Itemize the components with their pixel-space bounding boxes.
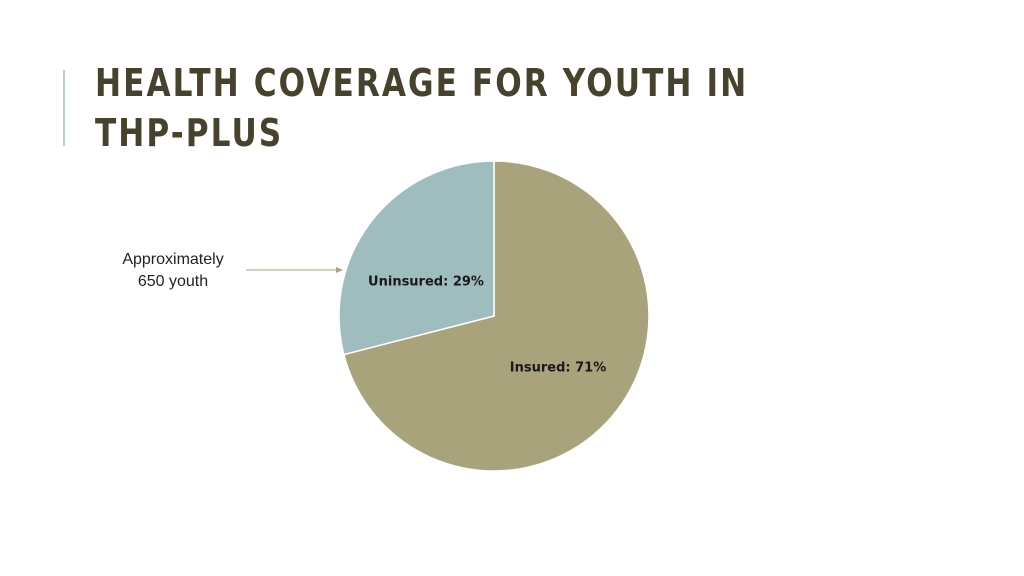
title-accent-bar bbox=[63, 70, 65, 146]
slide-title-line-1: HEALTH COVERAGE FOR YOUTH IN bbox=[95, 61, 749, 105]
callout-text: Approximately 650 youth bbox=[100, 249, 246, 293]
callout-line-1: Approximately bbox=[122, 251, 224, 268]
pie-slice-labels: Insured: 71% Uninsured: 29% bbox=[368, 275, 606, 376]
pie-label-insured: Insured: 71% bbox=[510, 361, 606, 376]
pie-label-uninsured: Uninsured: 29% bbox=[368, 275, 484, 290]
slide-title: HEALTH COVERAGE FOR YOUTH IN THP-PLUS bbox=[95, 58, 749, 158]
pie-slices bbox=[338, 160, 650, 472]
pie-slice-uninsured bbox=[338, 160, 495, 356]
pie-slice-insured bbox=[342, 160, 650, 472]
callout-line-2: 650 youth bbox=[137, 273, 209, 290]
slide-title-line-2: THP-PLUS bbox=[95, 111, 284, 155]
